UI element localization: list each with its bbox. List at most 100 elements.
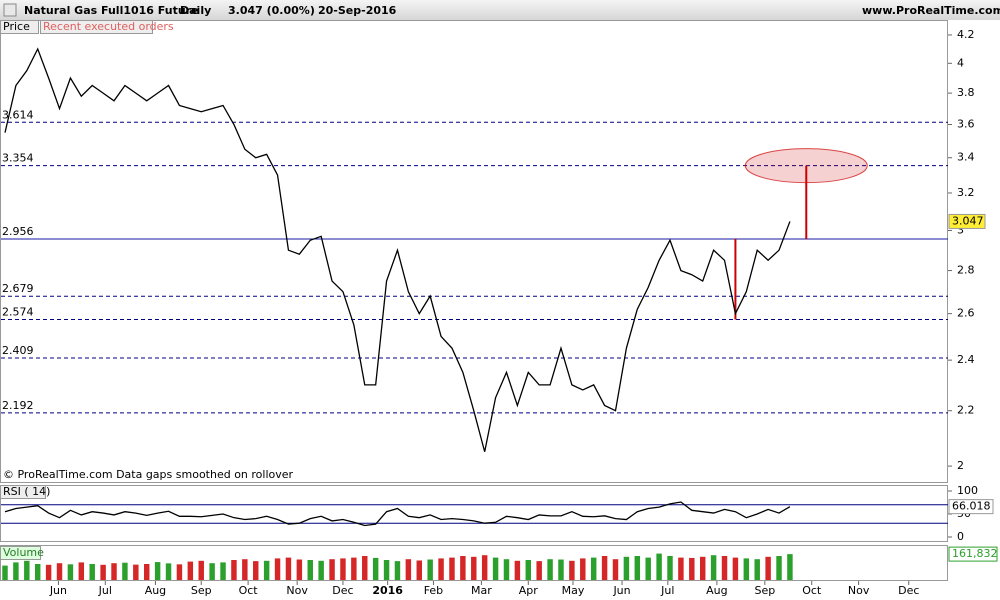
- price-line: [4, 47, 791, 452]
- volume-bar: [383, 560, 390, 580]
- rsi-tab[interactable]: [0, 485, 46, 499]
- x-tick-label: Jul: [660, 584, 674, 597]
- volume-bar: [209, 563, 215, 580]
- x-tick-label: Nov: [848, 584, 870, 597]
- volume-bar: [765, 556, 771, 580]
- volume-bar: [416, 560, 422, 580]
- instrument: Natural Gas Full1016 Future: [24, 4, 199, 17]
- volume-bar: [231, 560, 237, 580]
- volume-bar: [558, 559, 564, 580]
- volume-bar: [351, 557, 357, 580]
- x-tick-label: Nov: [286, 584, 308, 597]
- x-tick-label: Dec: [898, 584, 919, 597]
- volume-bar: [405, 559, 412, 580]
- note: © ProRealTime.com Data gaps smoothed on …: [3, 468, 294, 481]
- volume-bar: [656, 553, 662, 580]
- volume-bar: [78, 562, 85, 580]
- volume-bar: [754, 559, 760, 580]
- volume-bar: [133, 564, 139, 580]
- y-tick-label: 2.4: [957, 353, 975, 366]
- y-tick-label: 3.4: [957, 151, 975, 164]
- volume-bar: [471, 556, 477, 580]
- level-label: 2.409: [2, 344, 34, 357]
- x-tick-label: Jun: [49, 584, 67, 597]
- x-tick-label: Apr: [519, 584, 539, 597]
- rsi-value-label: 66.018: [952, 500, 991, 513]
- volume-bar: [220, 562, 226, 580]
- volume-bar: [601, 556, 608, 580]
- volume-bar: [689, 557, 695, 580]
- y-tick-label: 2.2: [957, 404, 975, 417]
- volume-bar: [307, 560, 313, 580]
- volume-bar: [525, 560, 532, 580]
- level-label: 3.354: [2, 152, 34, 165]
- x-tick-label: Dec: [332, 584, 353, 597]
- volume-bar: [721, 556, 728, 580]
- volume-bar: [67, 564, 74, 580]
- volume-bar: [111, 563, 117, 580]
- volume-bar: [285, 557, 292, 580]
- volume-bar: [645, 557, 651, 580]
- volume-bar: [460, 556, 466, 580]
- volume-bar: [678, 557, 684, 580]
- volume-bar: [481, 555, 488, 580]
- x-tick-label: Mar: [471, 584, 492, 597]
- volume-bar: [590, 557, 597, 580]
- x-tick-label: Jul: [98, 584, 112, 597]
- volume-bar: [699, 556, 706, 580]
- volume-bar: [427, 559, 433, 580]
- volume-bar: [667, 556, 673, 580]
- volume-bar: [612, 559, 619, 580]
- level-label: 2.192: [2, 399, 34, 412]
- price-panel: [0, 20, 948, 483]
- volume-bar: [362, 556, 368, 580]
- y-tick-label: 3.8: [957, 86, 975, 99]
- volume-bar: [274, 558, 281, 580]
- volume-bar: [438, 558, 444, 580]
- volume-bar: [165, 563, 172, 580]
- volume-bar: [187, 561, 194, 580]
- volume-bar: [24, 560, 30, 580]
- menu-icon[interactable]: [3, 3, 17, 17]
- rsi-panel: [0, 485, 948, 542]
- volume-bar: [732, 557, 739, 580]
- header-bar: [0, 0, 1000, 20]
- volume-bar: [569, 560, 575, 580]
- y-tick-label: 4: [957, 56, 964, 69]
- y-tick-label: 4.2: [957, 28, 975, 41]
- x-tick-label: 2016: [372, 584, 403, 597]
- volume-bar: [100, 564, 106, 580]
- volume-value-box: [948, 546, 998, 562]
- y-tick-label: 3.2: [957, 186, 975, 199]
- orders-tab[interactable]: [40, 20, 153, 34]
- y-tick-label: 3.6: [957, 118, 975, 131]
- volume-bar: [34, 564, 41, 580]
- x-tick-label: Aug: [145, 584, 166, 597]
- volume-bar: [122, 562, 128, 580]
- x-tick-label: Oct: [239, 584, 259, 597]
- volume-bar: [263, 560, 270, 580]
- price-tab[interactable]: [0, 20, 39, 34]
- volume-bar: [176, 564, 183, 580]
- level-label: 2.956: [2, 225, 34, 238]
- volume-bar: [634, 556, 641, 580]
- change: 3.047 (0.00%): [228, 4, 315, 17]
- volume-bar: [329, 559, 335, 580]
- x-tick-label: Aug: [706, 584, 727, 597]
- volume-tab[interactable]: [0, 546, 41, 560]
- last-price-label: 3.047: [952, 214, 984, 227]
- y-tick-label: 2: [957, 459, 964, 472]
- y-tick-label: 2.8: [957, 264, 975, 277]
- volume-value-label: 161,832: [952, 547, 998, 560]
- volume-bar: [154, 562, 161, 580]
- volume-bar: [56, 563, 63, 580]
- x-tick-label: Feb: [424, 584, 443, 597]
- volume-bar: [89, 564, 95, 580]
- volume-panel: [0, 545, 948, 581]
- x-tick-label: Jun: [612, 584, 630, 597]
- volume-bar: [394, 561, 401, 580]
- volume-bar: [242, 559, 248, 580]
- panel-title: Volume: [3, 546, 44, 559]
- panel-title: RSI ( 14): [3, 485, 50, 498]
